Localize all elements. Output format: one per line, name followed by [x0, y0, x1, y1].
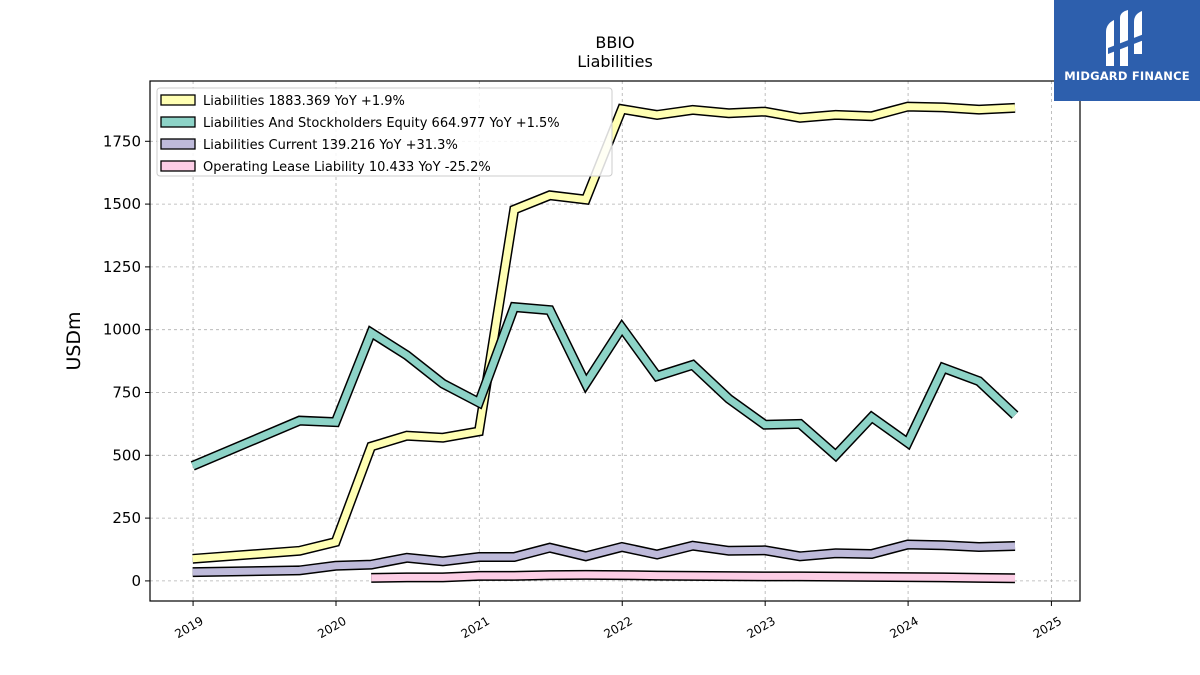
legend-label: Operating Lease Liability 10.433 YoY -25…	[203, 160, 491, 175]
x-tick-label: 2023	[744, 614, 777, 641]
legend-swatch	[160, 138, 196, 150]
x-tick-label: 2019	[172, 614, 205, 641]
legend-label: Liabilities And Stockholders Equity 664.…	[203, 116, 560, 131]
series-line	[192, 540, 1016, 576]
legend-label: Liabilities 1883.369 YoY +1.9%	[203, 94, 405, 109]
y-tick-label: 0	[131, 572, 141, 590]
legend-swatch	[160, 116, 196, 128]
y-tick-label: 250	[112, 509, 141, 527]
series-line	[192, 103, 1016, 563]
brand-name: MIDGARD FINANCE	[1064, 69, 1190, 83]
y-tick-label: 500	[112, 446, 141, 464]
logo-mark-icon	[1106, 10, 1144, 66]
series-line-outline	[190, 301, 1019, 471]
x-tick-label: 2020	[315, 614, 348, 641]
x-tick-label: 2021	[459, 614, 492, 641]
series-line	[191, 303, 1018, 470]
legend-box	[156, 87, 613, 177]
chart-subtitle: Liabilities	[577, 52, 653, 71]
legend-swatch	[160, 94, 196, 106]
plot-frame	[149, 80, 1081, 602]
series-line	[371, 571, 1016, 582]
x-tick-label: 2025	[1031, 614, 1064, 641]
x-tick-label: 2022	[602, 614, 635, 641]
legend-label: Liabilities Current 139.216 YoY +31.3%	[203, 138, 458, 153]
y-tick-label: 1000	[103, 321, 141, 339]
y-tick-label: 750	[112, 383, 141, 401]
legend-swatch	[160, 160, 196, 172]
brand-logo: MIDGARD FINANCE	[1054, 0, 1200, 101]
legend: Liabilities 1883.369 YoY +1.9% Liabilitie…	[156, 87, 613, 177]
series-lines	[190, 101, 1019, 584]
y-axis-label: USDm	[63, 311, 85, 370]
x-tick-label: 2024	[887, 614, 920, 641]
y-tick-label: 1250	[103, 258, 141, 276]
chart-title: BBIO	[595, 33, 634, 52]
y-tick-label: 1500	[103, 195, 141, 213]
y-tick-label: 1750	[103, 132, 141, 150]
